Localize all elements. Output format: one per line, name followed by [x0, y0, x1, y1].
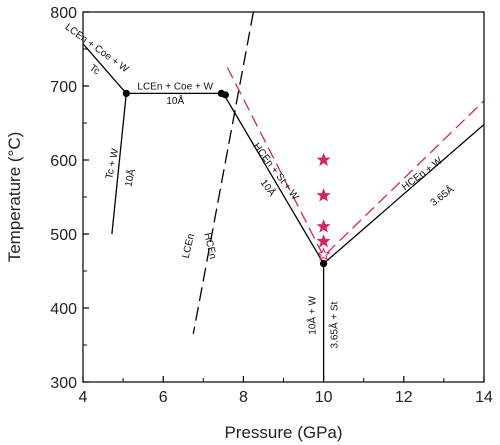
experiment-star — [316, 188, 331, 202]
invariant-point — [320, 260, 328, 268]
y-tick-label: 700 — [50, 79, 77, 96]
y-tick-label: 500 — [50, 227, 77, 244]
phase-label: 3.65Å — [427, 182, 456, 208]
x-axis-title: Pressure (GPa) — [224, 423, 342, 442]
y-tick-label: 400 — [50, 301, 77, 318]
experiment-star — [316, 152, 331, 167]
y-axis-title: Temperature (°C) — [5, 132, 24, 263]
phase-label: HCEn + St + W — [251, 141, 301, 203]
x-tick-label: 14 — [475, 389, 493, 406]
y-tick-label: 300 — [50, 375, 77, 392]
phase-label: Tc — [87, 63, 102, 78]
ticks-layer: 4 6 8 10 12 14 300 400 500 600 700 800 — [50, 5, 493, 406]
experiment-star — [316, 219, 331, 233]
phase-label: 10Å — [166, 94, 184, 107]
invariant-point — [122, 89, 130, 97]
phase-label: 10Å — [121, 167, 137, 187]
phase-label: HCEn — [201, 232, 218, 260]
x-tick-label: 12 — [395, 389, 413, 406]
plot-frame — [82, 11, 485, 383]
phase-label: LCEn — [181, 233, 197, 260]
experiment-star-open — [316, 247, 331, 261]
enstatite-transition-dashed-line — [192, 11, 255, 335]
y-tick-label: 600 — [50, 153, 77, 170]
y-tick-label: 800 — [50, 5, 77, 22]
reaction-line — [82, 43, 485, 265]
red-dashed-boundary-line — [226, 67, 485, 258]
phase-label: 3.65Å + St — [328, 301, 341, 348]
invariant-point — [221, 91, 229, 99]
phase-label: LCEn + Coe + W — [137, 82, 213, 93]
phase-label: 10Å + W — [306, 296, 319, 335]
frame-layer — [82, 11, 485, 383]
x-tick-label: 4 — [79, 389, 88, 406]
x-tick-label: 6 — [159, 389, 168, 406]
experiment-star — [316, 233, 331, 248]
x-tick-label: 10 — [315, 389, 333, 406]
reaction-line — [111, 93, 127, 235]
x-tick-label: 8 — [239, 389, 248, 406]
